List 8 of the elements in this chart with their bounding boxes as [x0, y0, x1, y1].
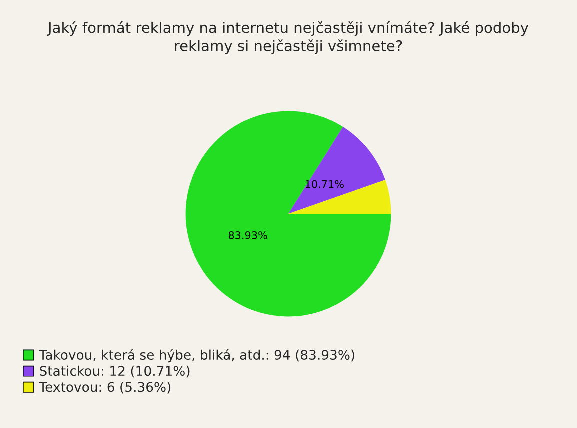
- pie-slice: [288, 127, 386, 214]
- legend-label: Statickou: 12 (10.71%): [40, 366, 190, 378]
- legend-label: Takovou, která se hýbe, bliká, atd.: 94 (83.93%): [39, 349, 354, 363]
- legend-label: Textovou: 6 (5.36%): [39, 382, 171, 394]
- chart-title: Jaký formát reklamy na internetu nejčastěji vnímáte? Jaké podoby reklamy si nejčastěji všimnete?: [47, 21, 529, 54]
- data-label: 83.93%: [228, 232, 268, 240]
- pie-slice: [288, 180, 392, 214]
- pie-slice: [186, 111, 392, 317]
